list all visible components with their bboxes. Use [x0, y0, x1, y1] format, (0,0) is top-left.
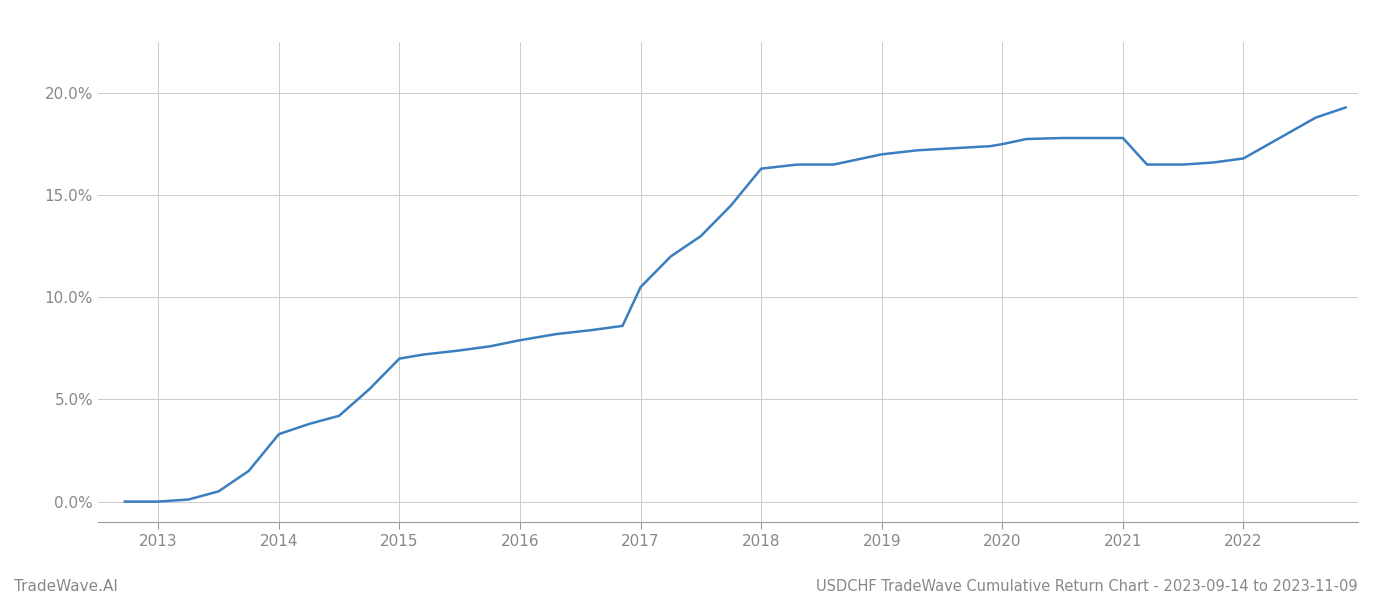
Text: TradeWave.AI: TradeWave.AI [14, 579, 118, 594]
Text: USDCHF TradeWave Cumulative Return Chart - 2023-09-14 to 2023-11-09: USDCHF TradeWave Cumulative Return Chart… [816, 579, 1358, 594]
